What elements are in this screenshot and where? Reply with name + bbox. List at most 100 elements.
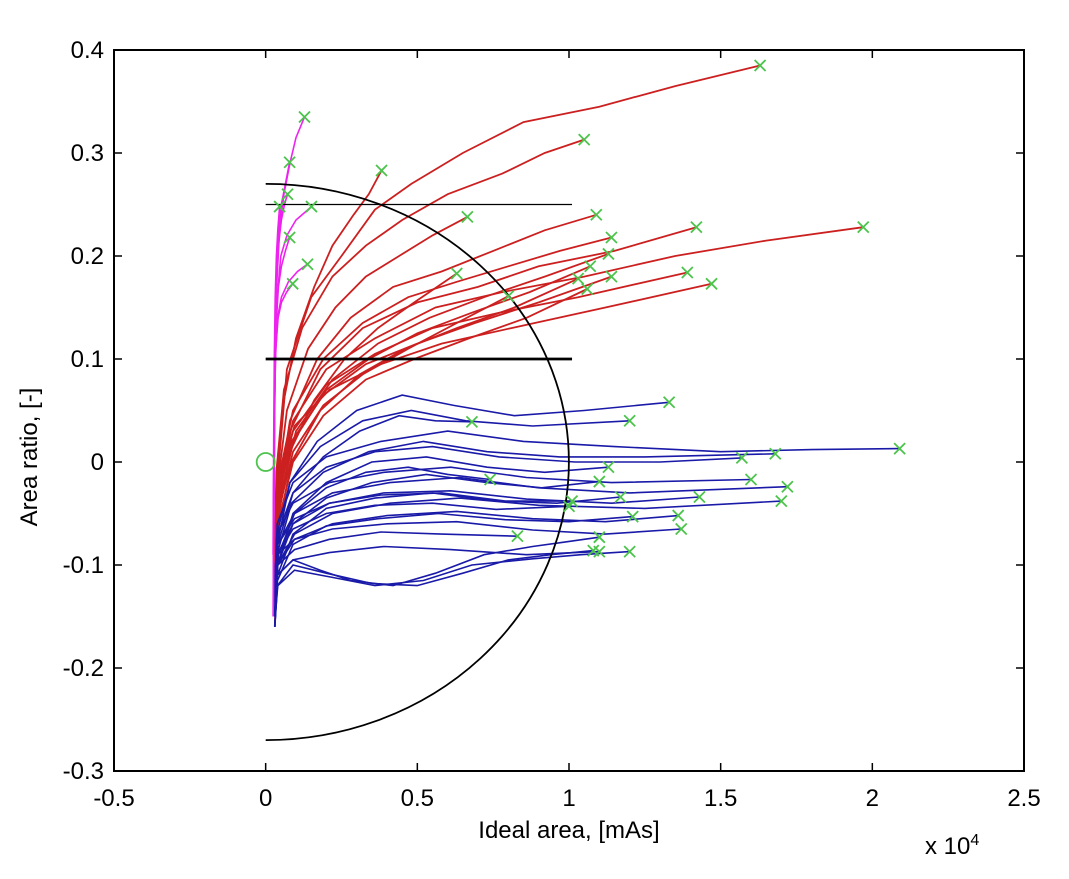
endpoint-marker-stroke xyxy=(571,272,585,285)
y-tick-label: 0.1 xyxy=(71,346,104,373)
endpoint-marker-stroke xyxy=(593,475,606,488)
x-tick-label: 2 xyxy=(866,785,879,812)
endpoint-marker xyxy=(593,531,606,544)
endpoint-marker-stroke xyxy=(584,260,597,273)
blue-trajectory xyxy=(274,445,742,596)
endpoint-marker xyxy=(375,164,388,177)
endpoint-marker xyxy=(753,59,767,72)
endpoint-marker-stroke xyxy=(681,266,694,279)
endpoint-marker-stroke xyxy=(283,156,296,169)
blue-trajectory xyxy=(274,476,788,596)
endpoint-marker-stroke xyxy=(781,480,794,493)
endpoint-marker-stroke xyxy=(562,500,576,513)
endpoint-marker-stroke xyxy=(857,221,870,234)
red-trajectory xyxy=(273,216,468,596)
endpoint-marker xyxy=(893,442,906,455)
blue-trajectory xyxy=(273,466,752,586)
endpoint-marker-stroke xyxy=(502,290,515,303)
endpoint-marker xyxy=(775,495,788,508)
endpoint-marker xyxy=(602,247,615,261)
endpoint-marker xyxy=(283,156,296,169)
endpoint-marker xyxy=(283,231,296,244)
endpoint-marker-stroke xyxy=(578,133,591,146)
endpoint-marker-stroke xyxy=(298,110,311,124)
endpoint-marker-stroke xyxy=(605,231,618,244)
endpoint-marker-stroke xyxy=(893,442,906,455)
endpoint-marker-stroke xyxy=(753,59,767,72)
endpoint-marker-stroke xyxy=(672,509,685,522)
red-trajectory xyxy=(274,295,509,607)
blue-trajectory xyxy=(274,414,472,607)
blue-trajectory xyxy=(273,545,600,607)
endpoint-marker xyxy=(465,415,479,428)
red-trajectory xyxy=(273,275,612,596)
blue-trajectory xyxy=(274,473,600,617)
endpoint-marker xyxy=(593,475,606,488)
endpoint-marker xyxy=(602,461,615,474)
endpoint-marker-stroke xyxy=(626,510,639,523)
blue-trajectory xyxy=(273,502,570,596)
endpoint-marker-stroke xyxy=(273,200,286,213)
endpoint-marker-stroke xyxy=(602,247,615,261)
endpoint-marker-stroke xyxy=(511,530,524,543)
endpoint-marker xyxy=(301,258,314,271)
blue-trajectory xyxy=(274,549,594,627)
blue-trajectory xyxy=(274,497,782,617)
blue-trajectory xyxy=(274,510,679,607)
endpoint-marker xyxy=(562,500,576,513)
endpoint-marker xyxy=(614,490,627,504)
reference-half-ellipse xyxy=(265,183,570,741)
blue-trajectory xyxy=(274,512,633,627)
endpoint-marker xyxy=(705,277,718,290)
endpoint-marker-stroke xyxy=(587,544,600,557)
x-axis-multiplier-exponent: 4 xyxy=(970,832,980,849)
endpoint-marker xyxy=(286,277,299,290)
endpoint-marker xyxy=(502,290,515,303)
endpoint-marker xyxy=(675,522,688,536)
blue-trajectory xyxy=(274,550,630,617)
endpoint-marker xyxy=(744,473,758,486)
endpoint-marker-stroke xyxy=(614,490,627,504)
red-trajectory xyxy=(274,236,612,576)
endpoint-marker xyxy=(298,110,311,124)
endpoint-marker xyxy=(578,133,591,146)
blue-trajectory xyxy=(273,440,776,617)
x-axis-label: Ideal area, [mAs] xyxy=(478,817,660,844)
endpoint-marker-stroke xyxy=(602,461,615,474)
endpoint-marker-stroke xyxy=(590,208,603,221)
endpoint-marker-stroke xyxy=(675,522,688,536)
x-axis-multiplier-base: x 10 xyxy=(925,833,971,860)
blue-trajectory xyxy=(273,489,700,607)
endpoint-marker-stroke xyxy=(735,451,749,465)
endpoint-marker-stroke xyxy=(283,231,296,244)
endpoint-marker-stroke xyxy=(450,267,463,280)
x-tick-label: 0 xyxy=(259,785,272,812)
endpoint-marker xyxy=(605,270,618,283)
endpoint-marker xyxy=(626,510,639,523)
blue-trajectory xyxy=(274,394,670,617)
endpoint-marker xyxy=(483,473,497,486)
x-tick-label: 1 xyxy=(562,785,575,812)
y-tick-label: 0 xyxy=(91,449,104,476)
blue-trajectory xyxy=(273,409,630,596)
endpoint-marker xyxy=(623,545,636,558)
y-axis-label: Area ratio, [-] xyxy=(16,387,43,527)
y-tick-label: -0.1 xyxy=(63,552,104,579)
endpoint-marker xyxy=(273,200,286,213)
endpoint-marker-stroke xyxy=(593,545,606,558)
endpoint-marker xyxy=(769,447,782,460)
endpoint-marker xyxy=(735,451,749,465)
endpoint-marker xyxy=(690,221,703,234)
y-tick-label: -0.3 xyxy=(63,758,104,785)
endpoint-marker-stroke xyxy=(461,210,474,223)
endpoint-marker xyxy=(623,414,636,427)
endpoint-marker-stroke xyxy=(662,396,676,409)
endpoint-marker-stroke xyxy=(465,415,479,428)
blue-trajectory xyxy=(274,430,900,586)
y-tick-label: -0.2 xyxy=(63,655,104,682)
endpoint-marker-stroke xyxy=(483,473,497,486)
origin-marker xyxy=(255,452,276,472)
endpoint-marker xyxy=(511,530,524,543)
x-axis-multiplier: x 104 xyxy=(925,832,979,861)
endpoint-marker-stroke xyxy=(693,490,706,504)
